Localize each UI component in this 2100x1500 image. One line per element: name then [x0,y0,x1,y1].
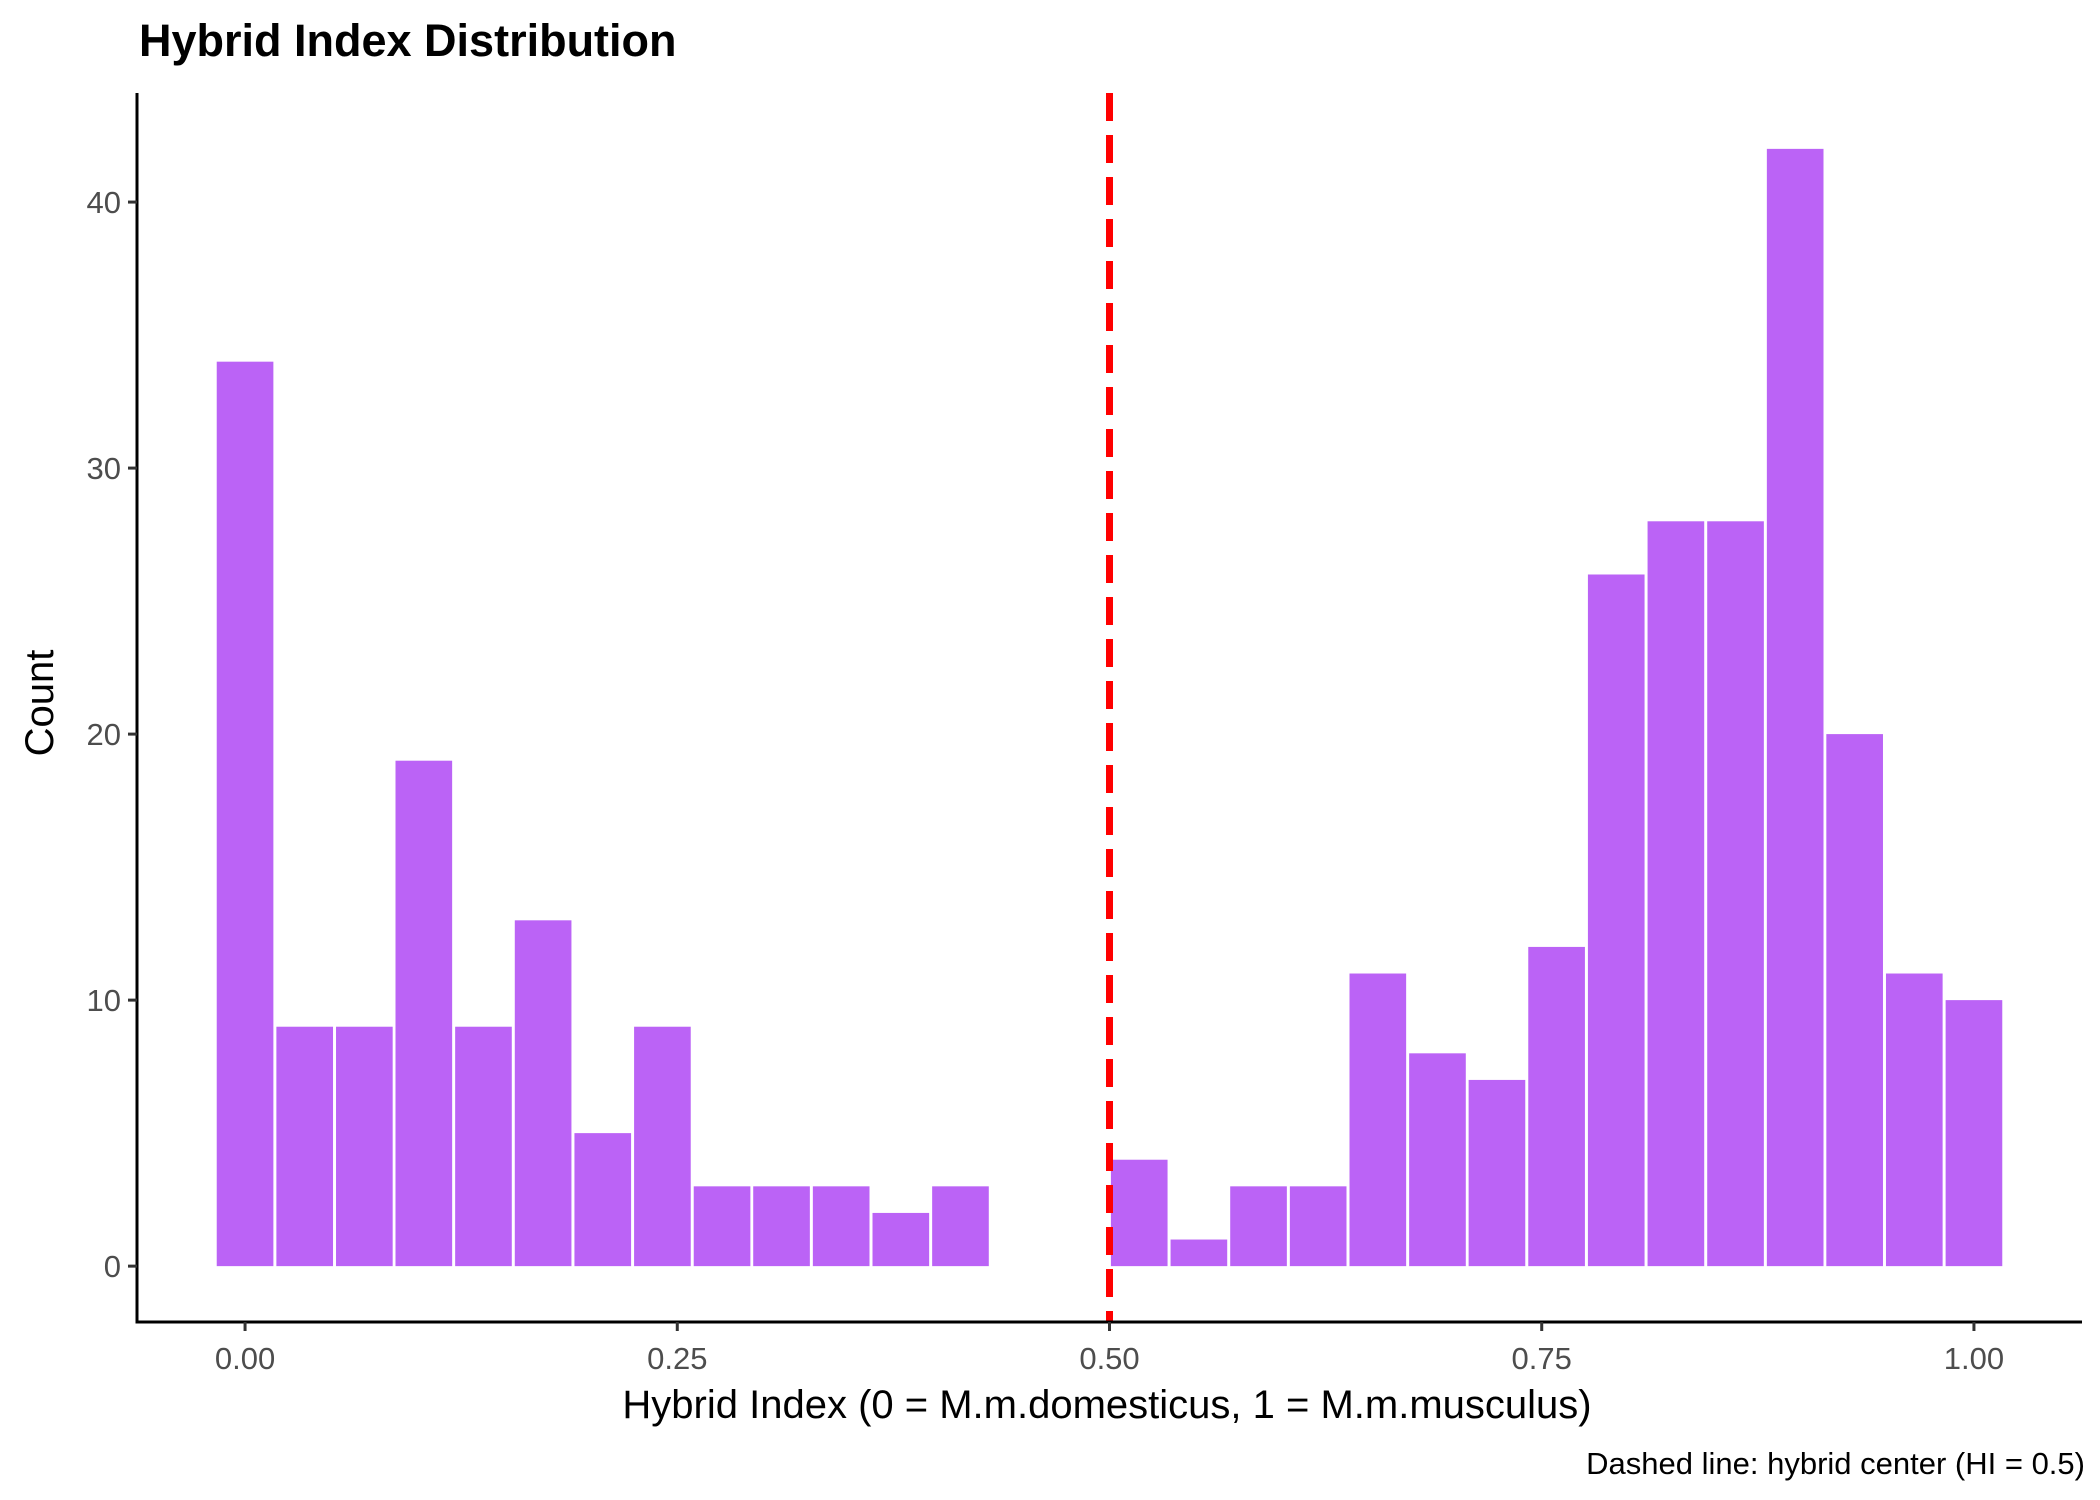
y-tick-label: 20 [87,717,121,752]
y-tick-label: 0 [104,1249,121,1284]
histogram-bar [1110,1159,1168,1267]
y-tick-label: 30 [87,451,121,486]
chart-title: Hybrid Index Distribution [139,15,677,66]
histogram-bar [812,1186,870,1267]
histogram-bar [693,1186,751,1267]
x-tick-label: 1.00 [1944,1341,2004,1376]
histogram-bar [455,1026,512,1267]
x-tick-label: 0.25 [647,1341,707,1376]
histogram-bar [1647,521,1705,1267]
histogram-bar [753,1186,810,1267]
histogram-bar [514,920,572,1267]
histogram-bar [1766,148,1824,1267]
y-tick-label: 10 [87,983,121,1018]
histogram-bar [336,1026,393,1267]
histogram-bar [395,760,453,1267]
x-tick-label: 0.00 [215,1341,275,1376]
x-tick-label: 0.75 [1512,1341,1572,1376]
y-axis-ticks: 0 10 20 30 40 [87,185,137,1284]
histogram-bar [1528,946,1585,1267]
histogram-bar [1170,1239,1228,1267]
y-tick-label: 40 [87,185,121,220]
x-tick-label: 0.50 [1079,1341,1139,1376]
histogram-bar [872,1212,930,1267]
histogram-bar [1230,1186,1287,1267]
histogram-bar [1349,973,1407,1267]
histogram-bar [1945,1000,2003,1267]
y-axis-title: Count [18,650,62,757]
histogram-bar [1826,734,1883,1267]
histogram-bar [1707,521,1764,1267]
chart-caption: Dashed line: hybrid center (HI = 0.5) [1586,1446,2085,1481]
histogram-bar [1289,1186,1347,1267]
histogram-bar [1409,1053,1466,1267]
histogram-bar [1885,973,1943,1267]
histogram-bar [1468,1079,1526,1267]
histogram-bar [634,1026,691,1267]
histogram-bar [574,1133,632,1267]
x-axis-title: Hybrid Index (0 = M.m.domesticus, 1 = M.… [622,1383,1591,1427]
x-axis-ticks: 0.00 0.25 0.50 0.75 1.00 [215,1322,2004,1376]
histogram-bar [276,1026,334,1267]
bars-layer [216,148,2003,1267]
histogram-bar [932,1186,989,1267]
histogram-bar [1587,574,1645,1267]
histogram-bar [216,361,274,1267]
